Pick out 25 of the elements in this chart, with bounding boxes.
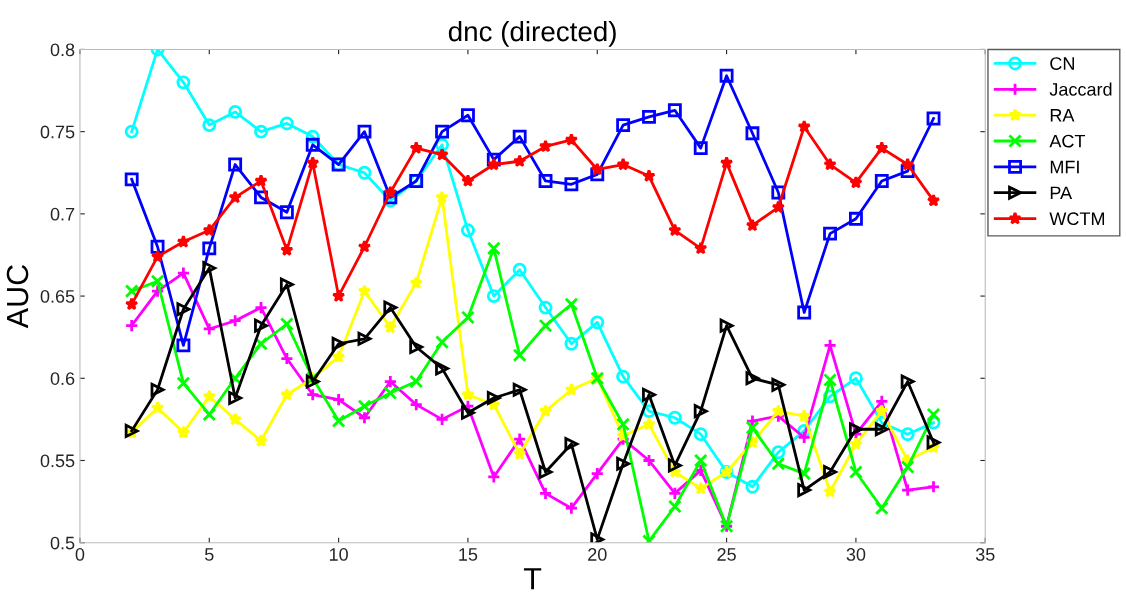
y-tick-label: 0.8 [50, 43, 75, 57]
legend-label: CN [1050, 57, 1074, 70]
legend-label: WCTM [1049, 212, 1105, 226]
x-tick-label: 5 [204, 548, 214, 561]
legend-label: MFI [1050, 160, 1079, 174]
x-tick-label: 15 [459, 548, 478, 561]
y-axis-title: AUC [6, 264, 29, 329]
x-tick-label: 10 [329, 548, 348, 561]
x-tick-label: 30 [846, 548, 866, 561]
y-tick-label: 0.7 [50, 207, 75, 221]
y-tick-label: 0.6 [50, 372, 75, 385]
x-tick-label: 35 [975, 548, 995, 561]
y-tick-label: 0.5 [50, 536, 75, 550]
y-tick-label: 0.55 [40, 454, 75, 468]
legend-label: Jaccard [1049, 82, 1112, 96]
x-tick-label: 25 [717, 548, 736, 561]
legend-label: ACT [1049, 134, 1086, 148]
legend-label: PA [1050, 186, 1073, 200]
y-tick-label: 0.65 [40, 290, 75, 303]
x-tick-label: 0 [75, 548, 85, 561]
x-axis-title: T [523, 568, 542, 590]
chart-title: dnc (directed) [448, 20, 616, 47]
x-tick-label: 20 [588, 548, 607, 561]
legend-label: RA [1050, 109, 1075, 122]
y-tick-label: 0.75 [40, 125, 75, 139]
